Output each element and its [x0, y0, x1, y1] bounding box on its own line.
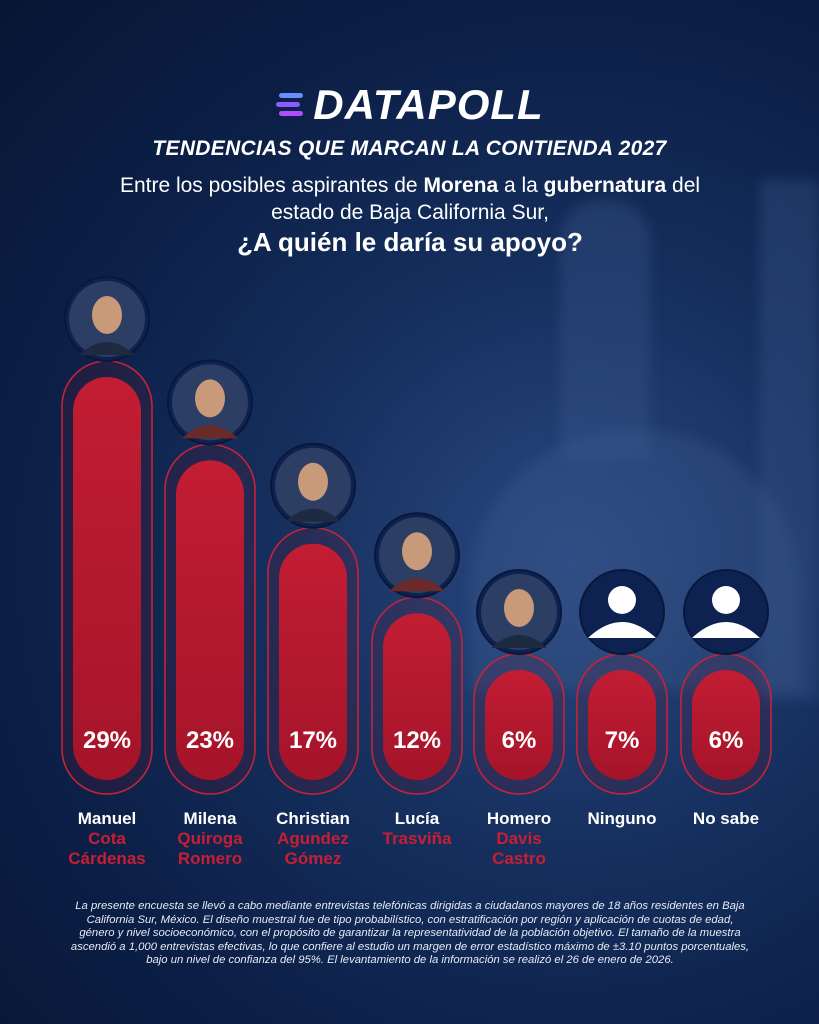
question-office: gubernatura [543, 174, 667, 197]
avatar-face-icon [402, 532, 432, 571]
bar-value-label: 7% [605, 727, 640, 754]
bar [279, 543, 347, 780]
question: Entre los posibles aspirantes de Morena … [60, 172, 760, 256]
category-label: Manuel [78, 809, 137, 828]
question-text-e: del [666, 174, 701, 197]
bar [692, 670, 760, 780]
silhouette-head-icon [608, 586, 636, 614]
category-label-surname: Gómez [285, 849, 342, 868]
silhouette-head-icon [712, 586, 740, 614]
silhouette-body-icon [588, 622, 656, 638]
bar-value-label: 6% [709, 727, 744, 754]
avatar-face-icon [195, 379, 225, 418]
category-label: Homero [487, 809, 551, 828]
avatar-shoulders-icon [79, 342, 135, 355]
headline: TENDENCIAS QUE MARCAN LA CONTIENDA 2027 [152, 137, 667, 160]
avatar-shoulders-icon [182, 425, 238, 439]
methodology-footnote: La presente encuesta se llevó a cabo med… [70, 900, 750, 967]
datapoll-logo-icon [276, 92, 304, 116]
category-label-surname: Trasviña [383, 829, 453, 848]
bar [383, 613, 451, 780]
category-label: Christian [276, 809, 350, 828]
category-label-surname: Castro [492, 849, 546, 868]
category-label: Lucía [395, 809, 440, 828]
bar-group: 6% No sabe [680, 569, 772, 828]
question-text-c: a la [498, 174, 544, 197]
brand-logo: DATAPOLL [0, 78, 819, 129]
category-label-surname: Davis [496, 829, 541, 848]
avatar-face-icon [504, 589, 534, 627]
bar [176, 460, 244, 780]
category-label-surname: Agundez [277, 829, 349, 848]
bar-value-label: 6% [502, 727, 537, 754]
brand-name: DATAPOLL [313, 80, 544, 128]
bar-value-label: 12% [393, 727, 441, 754]
question-line-2: estado de Baja California Sur, [271, 201, 549, 224]
avatar-shoulders-icon [389, 578, 445, 592]
avatar-face-icon [92, 296, 122, 334]
bar-value-label: 17% [289, 727, 337, 754]
avatar-face-icon [298, 462, 328, 501]
silhouette-body-icon [692, 622, 760, 638]
question-text-a: Entre los posibles aspirantes de [119, 174, 424, 197]
question-main: ¿A quién le daría su apoyo? [237, 227, 583, 257]
bar [485, 670, 553, 780]
category-label-surname: Romero [178, 849, 242, 868]
category-label: Ninguno [588, 809, 657, 828]
category-label: Milena [184, 809, 237, 828]
bar-value-label: 23% [186, 727, 234, 754]
avatar-shoulders-icon [285, 508, 341, 522]
background-tower [560, 200, 650, 460]
bar [73, 377, 141, 780]
category-label-surname: Quiroga [177, 829, 243, 848]
category-label-surname: Cárdenas [68, 849, 145, 868]
bar-group: 7% Ninguno [576, 569, 668, 828]
background-side-tower [760, 180, 819, 700]
category-label-surname: Cota [88, 829, 126, 848]
avatar-shoulders-icon [491, 635, 547, 648]
bar [588, 670, 656, 780]
category-label: No sabe [693, 809, 759, 828]
bar-value-label: 29% [83, 727, 131, 754]
question-party: Morena [423, 174, 499, 197]
